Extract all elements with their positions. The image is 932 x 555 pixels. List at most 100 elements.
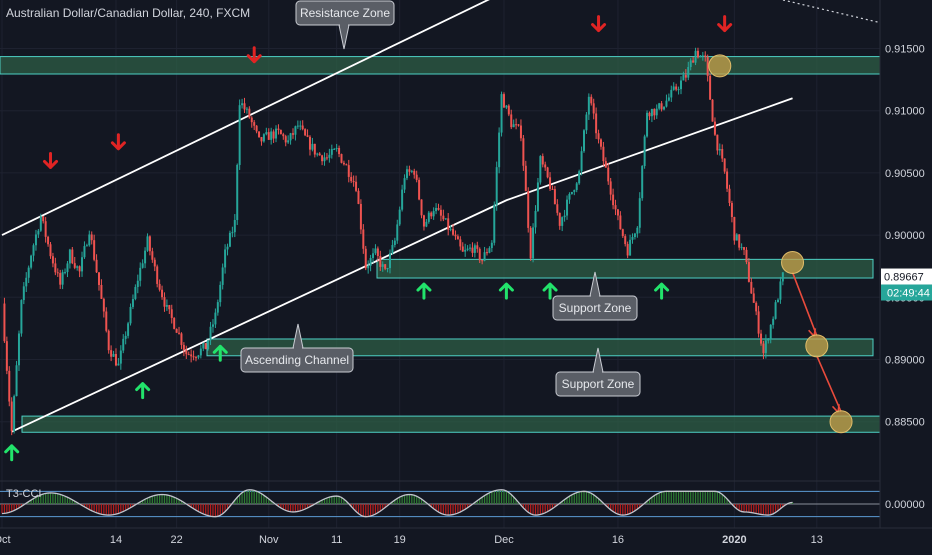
candle-body [267,132,270,140]
candle-body [422,215,425,227]
candle-body [396,224,399,241]
candle-body [209,326,212,341]
current-price-bg [881,268,932,285]
candle-body [224,249,227,268]
candle-body [519,125,522,139]
candle-body [413,170,416,175]
candle-body [456,236,459,240]
candle-body [49,244,52,257]
time-tick-label: 11 [331,534,342,546]
candle-body [488,248,491,253]
candle-body [265,132,268,135]
candle-body [653,108,656,116]
candle-body [25,277,28,287]
candle-body [313,143,316,155]
candle-body [609,181,612,195]
candle-body [439,209,442,216]
candle-body [294,126,297,135]
candle-body [27,267,30,278]
candle-body [328,154,331,158]
candle-body [401,189,404,210]
candle-body [699,55,702,58]
up-arrow-icon [212,344,228,362]
candle-body [114,353,117,366]
indicator-pane [0,480,880,518]
candle-body [56,272,59,274]
candle-body [430,212,433,217]
candle-body [289,133,292,141]
candle-body [136,280,139,288]
candle-body [587,96,590,115]
candle-body [168,305,171,310]
candle-body [325,157,328,159]
candle-body [148,236,151,252]
candle-body [207,340,210,350]
candle-body [68,249,71,264]
zones [0,56,881,433]
candle-body [124,335,127,339]
candle-body [541,156,544,165]
candle-body [146,236,149,251]
candle-body [740,247,743,249]
candle-body [757,311,760,334]
candle-body [631,236,634,240]
candle-body [85,245,88,247]
down-arrow-icon [591,15,607,33]
candle-body [495,167,498,205]
candle-body [311,143,314,150]
candle-body [692,60,695,63]
target-circle [708,54,732,78]
candle-body [750,281,753,294]
candle-body [752,293,755,303]
candle-body [359,203,362,230]
candle-body [340,154,343,163]
candle-body [529,227,532,259]
candle-body [769,324,772,340]
candle-body [762,343,765,354]
time-tick-label: 14 [110,534,122,546]
candle-body [335,147,338,149]
candle-body [597,133,600,140]
candle-body [706,56,709,76]
candle-body [534,210,537,228]
candle-body [410,170,413,172]
candle-body [505,105,508,108]
candle-body [107,330,110,351]
callout-resistance-zone-text: Resistance Zone [300,6,390,20]
candle-body [481,260,484,262]
candle-body [403,178,406,190]
candle-body [563,215,566,218]
time-tick-label: 13 [811,534,823,546]
candle-body [369,257,372,266]
candle-body [10,401,13,432]
candle-body [393,240,396,246]
candle-body [464,249,467,252]
candle-body [277,128,280,130]
candle-body [175,328,178,333]
candle-body [357,190,360,204]
candle-body [648,112,651,117]
candle-body [161,289,164,298]
time-tick-label: Dec [494,534,514,546]
candle-body [342,162,345,165]
candle-body [190,354,193,357]
candle-body [299,125,302,127]
candle-body [163,297,166,307]
candle-body [490,242,493,249]
candle-body [405,169,408,179]
candle-body [15,365,18,397]
candle-body [743,247,746,250]
candle-body [318,153,321,156]
candle-body [733,217,736,241]
candle-body [561,217,564,226]
candle-body [129,306,132,324]
candle-body [287,140,290,143]
candle-body [5,341,8,371]
support-zone-lower [21,415,881,433]
candle-body [32,245,35,256]
target-circle [805,334,829,358]
candle-body [376,248,379,257]
